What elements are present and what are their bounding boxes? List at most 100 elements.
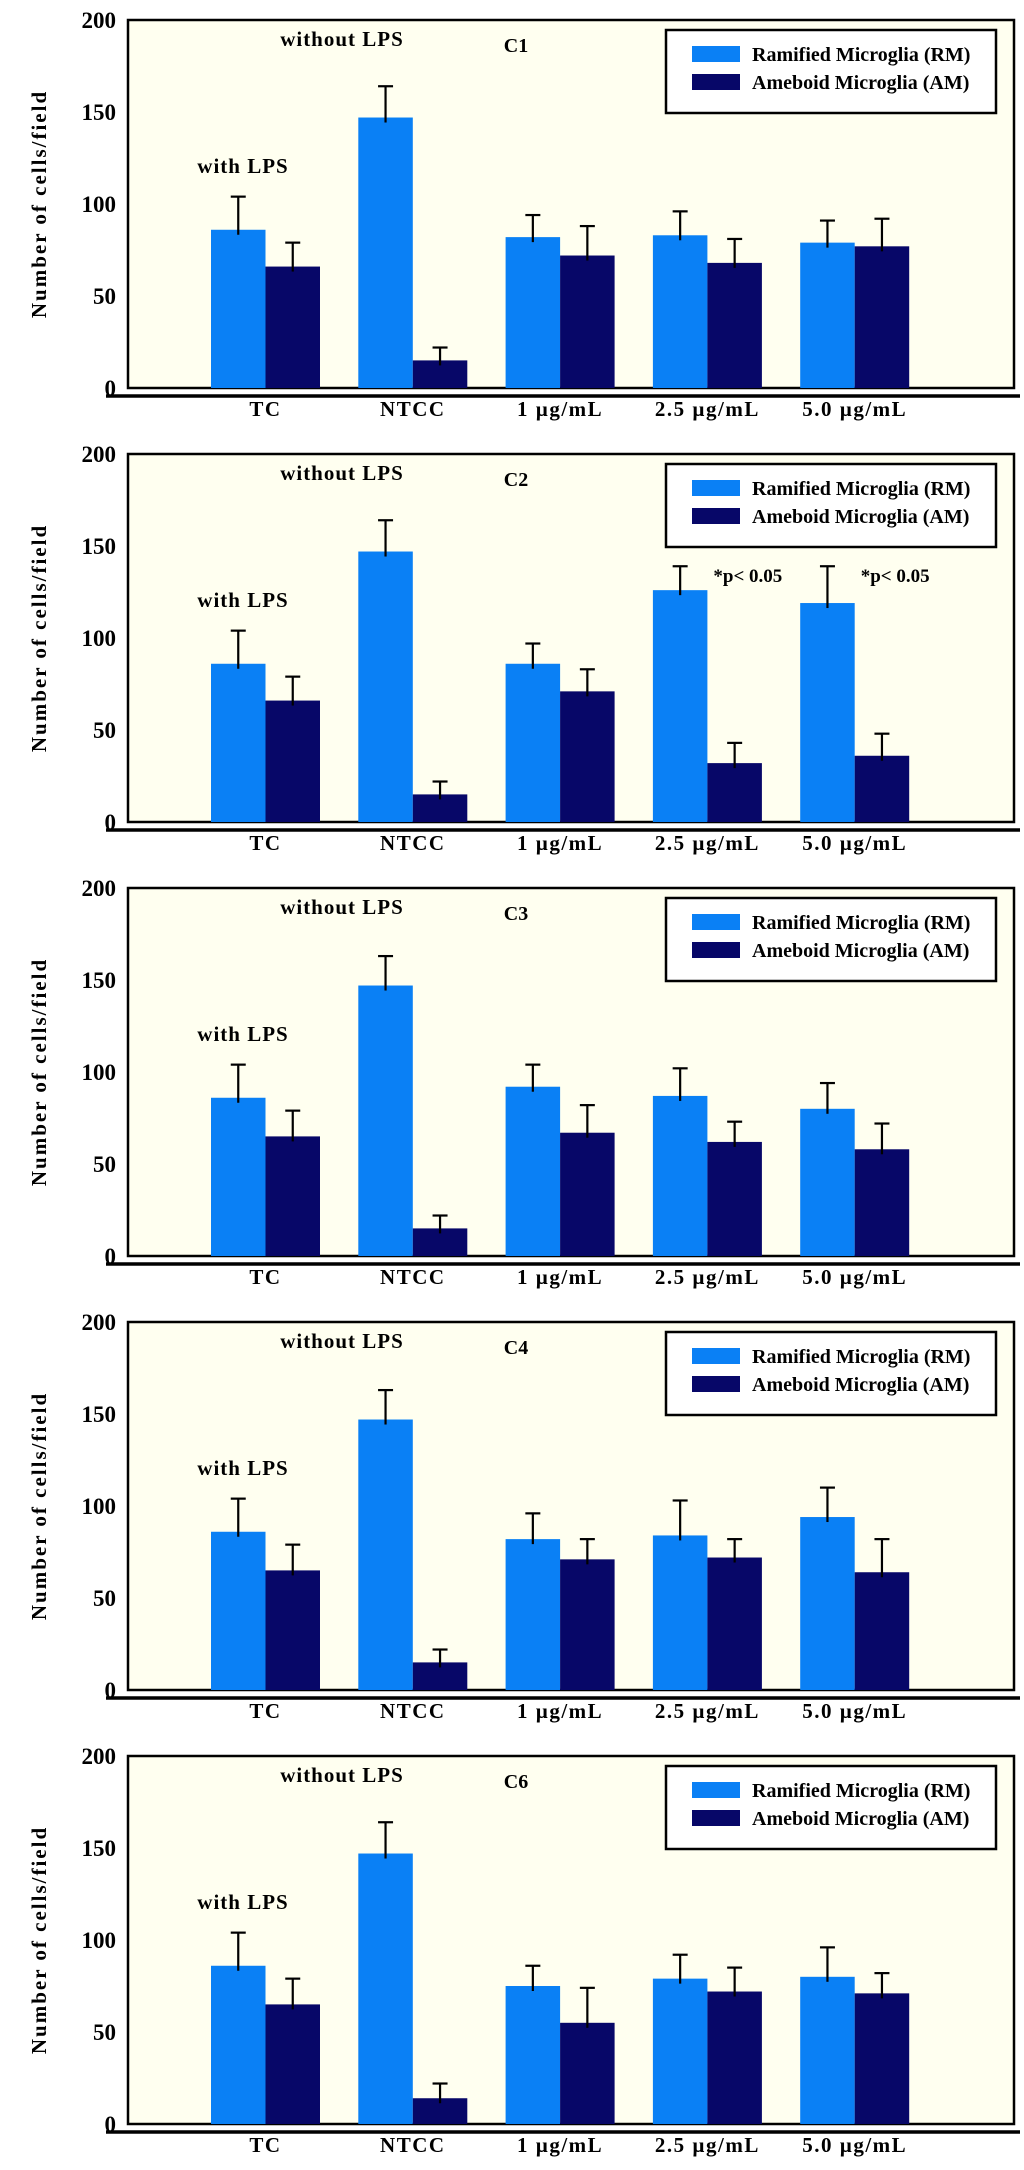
legend-box [664, 1764, 998, 1851]
panel-title: C6 [504, 1771, 528, 1793]
legend-swatch-am [692, 508, 740, 524]
x-category-label: 1 µg/mL [517, 1265, 603, 1289]
y-tick-label: 150 [82, 100, 117, 125]
y-tick-label: 200 [82, 442, 117, 467]
significance-label: *p< 0.05 [861, 566, 930, 587]
bar-am-0 [265, 700, 320, 822]
y-tick-label: 50 [93, 1586, 116, 1611]
x-category-label: 5.0 µg/mL [802, 1699, 907, 1723]
chart-panel-c3: 0 50 100 150 200 Number of cells/field TC NTCC 1… [0, 868, 1024, 1302]
bar-rm-4 [800, 242, 855, 388]
panel-title: C4 [504, 1337, 528, 1359]
bar-rm-0 [211, 229, 266, 388]
y-tick-label: 150 [82, 534, 117, 559]
bar-rm-1 [358, 551, 413, 822]
bar-rm-3 [652, 1535, 708, 1690]
bar-am-3 [707, 1557, 762, 1690]
legend-box [664, 28, 998, 115]
bar-rm-1 [358, 985, 413, 1256]
significance-label: *p< 0.05 [713, 566, 782, 587]
y-tick-label: 0 [105, 2112, 117, 2137]
x-category-label: NTCC [380, 1265, 446, 1289]
y-tick-label: 100 [82, 192, 117, 217]
x-category-label: 5.0 µg/mL [802, 2133, 907, 2157]
legend-box [664, 462, 998, 549]
chart-panel-c2: 0 50 100 150 200 Number of cells/field TC NTCC 1… [0, 434, 1024, 868]
bar-am-3 [707, 1991, 762, 2124]
annotation-with-lps: with LPS [197, 1022, 288, 1046]
x-category-label: TC [249, 397, 281, 421]
y-tick-label: 50 [93, 2020, 116, 2045]
y-tick-label: 200 [82, 1744, 117, 1769]
legend-label-am: Ameboid Microglia (AM) [752, 1808, 969, 1830]
chart-panel-c4: 0 50 100 150 200 Number of cells/field TC NTCC 1… [0, 1302, 1024, 1736]
x-category-label: TC [249, 831, 281, 855]
x-category-label: 1 µg/mL [517, 831, 603, 855]
y-tick-label: 150 [82, 968, 117, 993]
chart-c3-svg: 0 50 100 150 200 Number of cells/field TC NTCC 1… [27, 876, 1020, 1289]
y-tick-label: 200 [82, 876, 117, 901]
y-tick-label: 150 [82, 1836, 117, 1861]
y-axis-title: Number of cells/field [27, 1392, 51, 1620]
x-category-label: TC [249, 1699, 281, 1723]
bar-am-4 [854, 755, 910, 822]
y-tick-label: 100 [82, 1060, 117, 1085]
y-tick-label: 100 [82, 626, 117, 651]
x-category-label: TC [249, 2133, 281, 2157]
bar-am-2 [560, 1132, 615, 1256]
y-tick-label: 50 [93, 1152, 116, 1177]
bar-am-2 [560, 2022, 615, 2124]
x-category-label: 1 µg/mL [517, 1699, 603, 1723]
y-tick-label: 50 [93, 718, 116, 743]
y-tick-label: 0 [105, 376, 117, 401]
legend-swatch-rm [692, 1348, 740, 1364]
bar-rm-0 [211, 1531, 266, 1690]
x-category-label: 2.5 µg/mL [655, 2133, 760, 2157]
bar-am-2 [560, 691, 615, 822]
legend-label-rm: Ramified Microglia (RM) [752, 1346, 970, 1368]
bar-am-4 [854, 1993, 910, 2124]
x-category-label: 5.0 µg/mL [802, 831, 907, 855]
chart-panel-c1: 0 50 100 150 200 Number of cells/field TC NTCC 1… [0, 0, 1024, 434]
y-tick-label: 150 [82, 1402, 117, 1427]
legend-swatch-rm [692, 914, 740, 930]
y-axis-title: Number of cells/field [27, 90, 51, 318]
annotation-without-lps: without LPS [280, 1763, 404, 1787]
annotation-without-lps: without LPS [280, 461, 404, 485]
y-tick-label: 200 [82, 1310, 117, 1335]
bar-rm-4 [800, 1976, 855, 2124]
x-category-label: 1 µg/mL [517, 397, 603, 421]
x-category-label: 5.0 µg/mL [802, 397, 907, 421]
chart-panel-c6: 0 50 100 150 200 Number of cells/field TC NTCC 1… [0, 1736, 1024, 2170]
chart-c2-svg: 0 50 100 150 200 Number of cells/field TC NTCC 1… [27, 442, 1020, 855]
annotation-with-lps: with LPS [197, 1456, 288, 1480]
bar-am-2 [560, 255, 615, 388]
legend-label-rm: Ramified Microglia (RM) [752, 1780, 970, 1802]
legend-box [664, 1330, 998, 1417]
bar-rm-4 [800, 603, 855, 822]
x-category-label: 2.5 µg/mL [655, 831, 760, 855]
chart-c1-svg: 0 50 100 150 200 Number of cells/field TC NTCC 1… [27, 8, 1020, 421]
y-tick-label: 100 [82, 1494, 117, 1519]
x-category-label: 1 µg/mL [517, 2133, 603, 2157]
y-axis-title: Number of cells/field [27, 958, 51, 1186]
bar-rm-3 [652, 1095, 708, 1256]
bar-am-0 [265, 266, 320, 388]
x-category-label: NTCC [380, 2133, 446, 2157]
bar-am-3 [707, 1141, 762, 1256]
x-category-label: NTCC [380, 831, 446, 855]
panel-title: C2 [504, 469, 528, 491]
annotation-without-lps: without LPS [280, 1329, 404, 1353]
bar-rm-3 [652, 235, 708, 388]
bar-am-0 [265, 1136, 320, 1256]
y-tick-label: 100 [82, 1928, 117, 1953]
legend-label-am: Ameboid Microglia (AM) [752, 940, 969, 962]
bar-rm-0 [211, 1965, 266, 2124]
annotation-with-lps: with LPS [197, 1890, 288, 1914]
bar-rm-3 [652, 590, 708, 822]
x-category-label: TC [249, 1265, 281, 1289]
x-category-label: 2.5 µg/mL [655, 397, 760, 421]
legend-swatch-am [692, 942, 740, 958]
y-tick-label: 0 [105, 1678, 117, 1703]
